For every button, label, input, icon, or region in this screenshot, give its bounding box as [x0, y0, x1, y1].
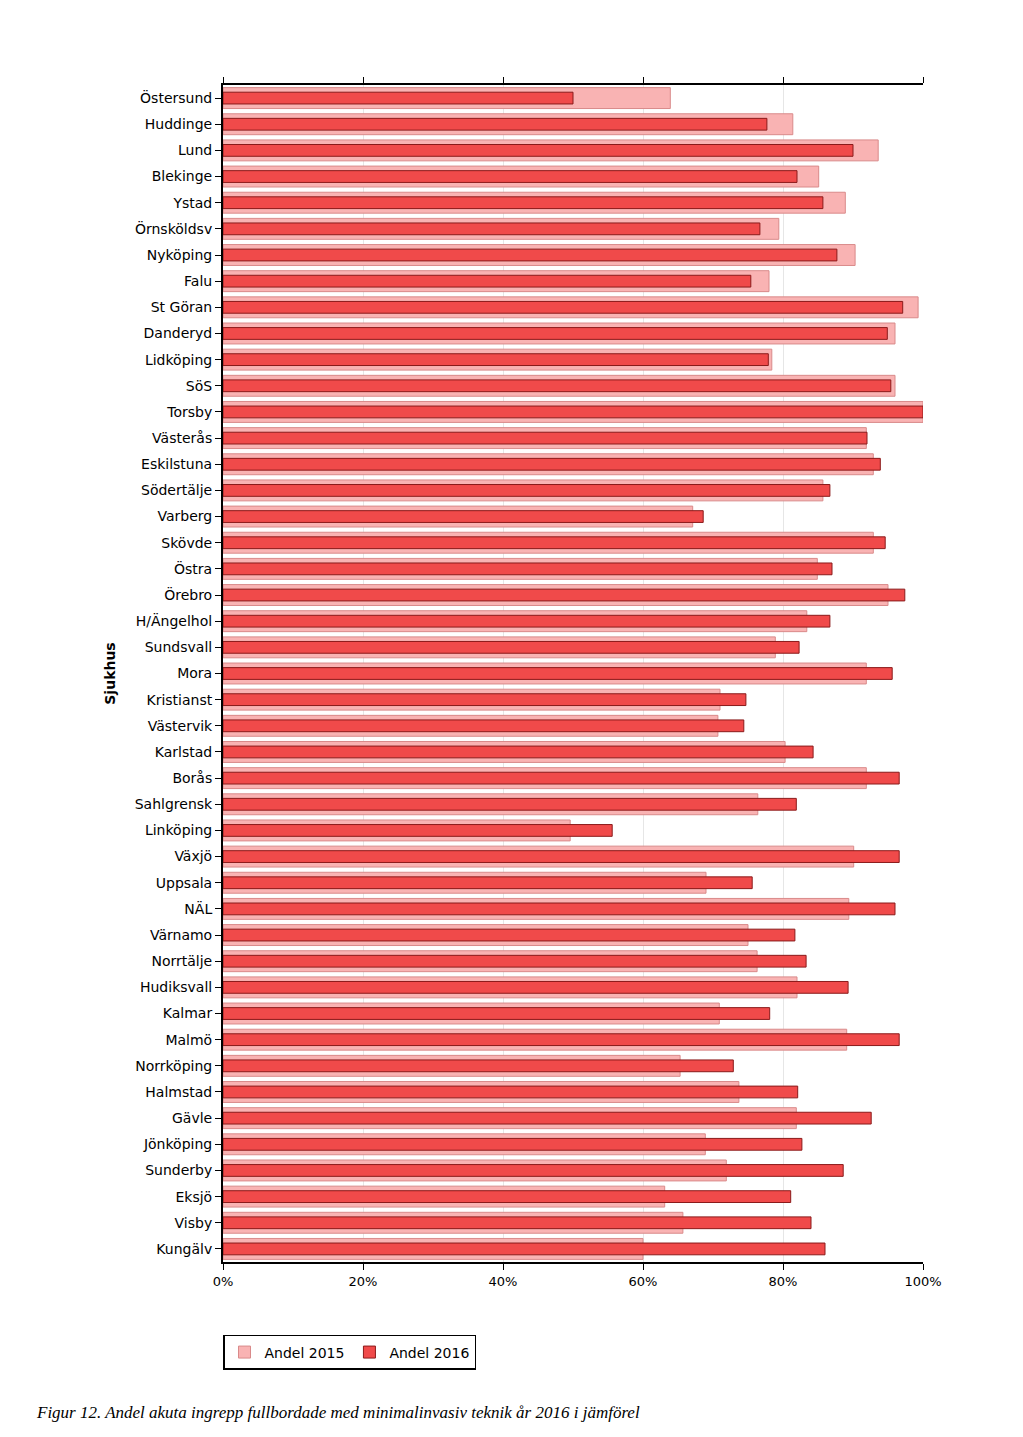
svg-text:20%: 20%	[349, 1274, 378, 1289]
svg-text:Växjö: Växjö	[174, 848, 212, 864]
svg-text:Eksjö: Eksjö	[175, 1189, 212, 1205]
svg-text:Falu: Falu	[184, 273, 212, 289]
svg-text:Malmö: Malmö	[165, 1032, 212, 1048]
svg-text:Linköping: Linköping	[145, 822, 212, 838]
svg-text:Västervik: Västervik	[148, 718, 213, 734]
svg-text:Karlstad: Karlstad	[155, 744, 212, 760]
svg-text:60%: 60%	[629, 1274, 658, 1289]
svg-text:Sundsvall: Sundsvall	[145, 639, 212, 655]
svg-text:NÄL: NÄL	[184, 900, 212, 917]
svg-text:Gävle: Gävle	[172, 1110, 212, 1126]
svg-text:Östra: Östra	[174, 560, 212, 577]
svg-text:Kristianst: Kristianst	[146, 692, 212, 708]
svg-text:Ystad: Ystad	[172, 195, 212, 211]
svg-text:Halmstad: Halmstad	[145, 1084, 212, 1100]
svg-text:Uppsala: Uppsala	[156, 875, 212, 891]
svg-text:Västerås: Västerås	[152, 430, 212, 446]
svg-text:Örebro: Örebro	[164, 586, 212, 603]
svg-text:Sjukhus: Sjukhus	[102, 642, 118, 704]
svg-text:Huddinge: Huddinge	[145, 116, 212, 132]
svg-text:Jönköping: Jönköping	[143, 1136, 212, 1152]
svg-text:Figur 12. Andel akuta ingrepp: Figur 12. Andel akuta ingrepp fullbordad…	[36, 1403, 640, 1422]
svg-text:Sunderby: Sunderby	[145, 1162, 212, 1178]
svg-text:Sahlgrensk: Sahlgrensk	[135, 796, 213, 812]
svg-text:Kalmar: Kalmar	[163, 1005, 213, 1021]
svg-text:Mora: Mora	[177, 665, 212, 681]
svg-text:Hudiksvall: Hudiksvall	[140, 979, 212, 995]
svg-text:100%: 100%	[904, 1274, 941, 1289]
svg-text:Andel 2015: Andel 2015	[265, 1345, 345, 1361]
svg-text:St Göran: St Göran	[151, 299, 212, 315]
svg-text:Nyköping: Nyköping	[147, 247, 212, 263]
svg-text:Blekinge: Blekinge	[152, 168, 212, 184]
svg-text:Danderyd: Danderyd	[144, 325, 213, 341]
svg-text:Lidköping: Lidköping	[145, 352, 212, 368]
svg-text:Södertälje: Södertälje	[141, 482, 212, 498]
svg-text:Kungälv: Kungälv	[156, 1241, 212, 1257]
svg-text:H/Ängelhol: H/Ängelhol	[136, 612, 212, 629]
svg-text:Örnsköldsv: Örnsköldsv	[135, 220, 212, 237]
svg-text:0%: 0%	[213, 1274, 234, 1289]
svg-text:Lund: Lund	[178, 142, 212, 158]
svg-text:Andel 2016: Andel 2016	[389, 1345, 469, 1361]
svg-text:Östersund: Östersund	[140, 89, 212, 106]
svg-text:40%: 40%	[489, 1274, 518, 1289]
svg-text:Eskilstuna: Eskilstuna	[141, 456, 212, 472]
svg-text:Skövde: Skövde	[161, 535, 212, 551]
svg-text:Norrtälje: Norrtälje	[151, 953, 212, 969]
svg-text:Torsby: Torsby	[166, 404, 212, 420]
svg-text:Varberg: Varberg	[157, 508, 212, 524]
svg-text:Borås: Borås	[172, 770, 212, 786]
svg-text:Norrköping: Norrköping	[135, 1058, 212, 1074]
svg-text:SöS: SöS	[186, 378, 212, 394]
svg-text:80%: 80%	[769, 1274, 798, 1289]
svg-text:Visby: Visby	[175, 1215, 213, 1231]
svg-text:Värnamo: Värnamo	[150, 927, 212, 943]
